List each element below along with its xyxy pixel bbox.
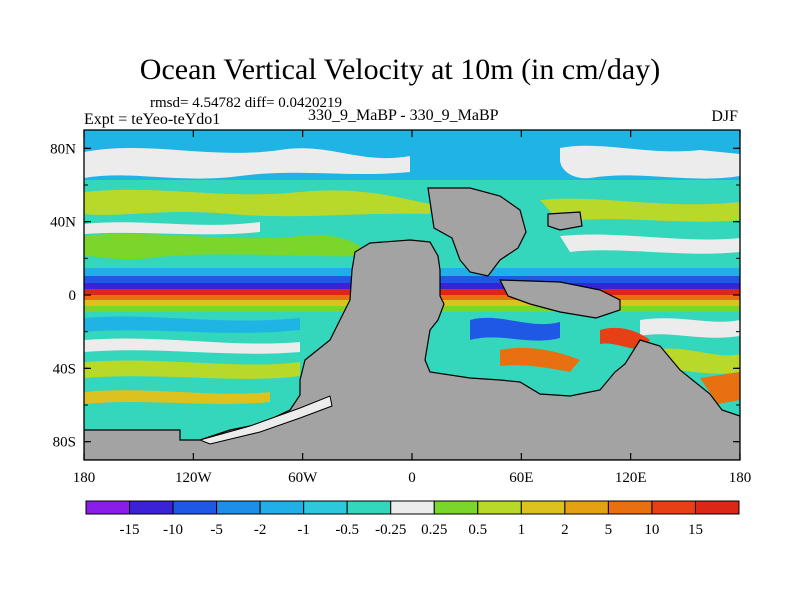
- indian-orange-patch: [500, 347, 580, 372]
- north-pacific-yellow: [540, 198, 740, 222]
- land-mass: [84, 239, 740, 460]
- x-tick-label: 120W: [175, 470, 213, 486]
- colorbar-label: -0.25: [375, 522, 406, 538]
- colorbar-label: -2: [254, 522, 267, 538]
- colorbar-swatch: [346, 500, 392, 515]
- x-tick-label: 60E: [509, 470, 533, 486]
- colorbar-swatch: [390, 500, 435, 515]
- colorbar-label: 5: [605, 522, 613, 538]
- colorbar-swatch: [303, 500, 348, 515]
- y-tick-label: 80N: [50, 141, 76, 157]
- colorbar-label: -1: [297, 522, 310, 538]
- x-axis: 180 120W 60W 0 60E 120E 180: [73, 130, 752, 486]
- colorbar-label: 0.5: [468, 522, 487, 538]
- south-yellow-band: [84, 360, 300, 379]
- x-tick-label: 120E: [615, 470, 647, 486]
- colorbar-swatch: [433, 500, 479, 515]
- stats-label: rmsd= 4.54782 diff= 0.0420219: [150, 95, 343, 111]
- colorbar-swatch: [477, 500, 522, 515]
- map-field: [84, 130, 740, 460]
- north-yellow-band: [84, 189, 430, 217]
- season-label: DJF: [711, 108, 738, 125]
- comparison-label: 330_9_MaBP - 330_9_MaBP: [308, 107, 499, 124]
- south-pacific-red: [700, 372, 740, 404]
- south-white-band: [84, 338, 300, 354]
- colorbar-label: 1: [518, 522, 526, 538]
- colorbar-label: -5: [210, 522, 223, 538]
- arctic-white-band: [84, 148, 410, 179]
- arctic-white-band-east: [560, 145, 740, 179]
- colorbar-label: -0.5: [335, 522, 359, 538]
- south-pacific-white: [640, 318, 740, 338]
- south-blue-band: [84, 316, 300, 333]
- x-tick-label: 180: [729, 470, 752, 486]
- north-landmass: [427, 187, 527, 277]
- x-tick-label: 180: [73, 470, 96, 486]
- south-orange-band: [84, 390, 270, 404]
- north-pacific-white: [560, 234, 740, 254]
- y-tick-label: 40S: [53, 361, 76, 377]
- small-island: [547, 211, 583, 231]
- colorbar-label: 0.25: [421, 522, 447, 538]
- colorbar: -15 -10 -5 -2 -1 -0.5 -0.25 0.25 0.5 1 2 5 10 15: [85, 500, 740, 538]
- colorbar-swatch: [520, 500, 566, 515]
- colorbar-label: 15: [688, 522, 703, 538]
- colorbar-swatch: [216, 500, 261, 515]
- colorbar-label: 10: [644, 522, 659, 538]
- colorbar-swatch: [651, 500, 696, 515]
- experiment-label: Expt = teYeo-teYdo1: [84, 111, 221, 128]
- central-landmass: [499, 279, 621, 319]
- chart-title: Ocean Vertical Velocity at 10m (in cm/da…: [139, 53, 661, 86]
- indian-blue-patch: [470, 317, 560, 341]
- colorbar-swatch: [172, 500, 218, 515]
- colorbar-swatch: [607, 500, 653, 515]
- y-tick-label: 40N: [50, 215, 76, 231]
- colorbar-swatch: [85, 500, 131, 515]
- colorbar-swatch: [694, 500, 740, 515]
- y-axis: 80N 40N 0 40S 80S: [50, 141, 740, 451]
- x-tick-label: 0: [408, 470, 416, 486]
- x-tick-label: 60W: [288, 470, 318, 486]
- colorbar-label: 2: [561, 522, 569, 538]
- colorbar-swatch: [564, 500, 609, 515]
- north-green-band: [84, 233, 360, 260]
- colorbar-swatch: [259, 500, 305, 515]
- y-tick-label: 80S: [53, 435, 76, 451]
- colorbar-swatch: [129, 500, 174, 515]
- coastal-strip: [198, 395, 333, 445]
- north-white-streak: [84, 222, 260, 235]
- colorbar-label: -10: [163, 522, 183, 538]
- colorbar-label: -15: [120, 522, 140, 538]
- y-tick-label: 0: [69, 288, 77, 304]
